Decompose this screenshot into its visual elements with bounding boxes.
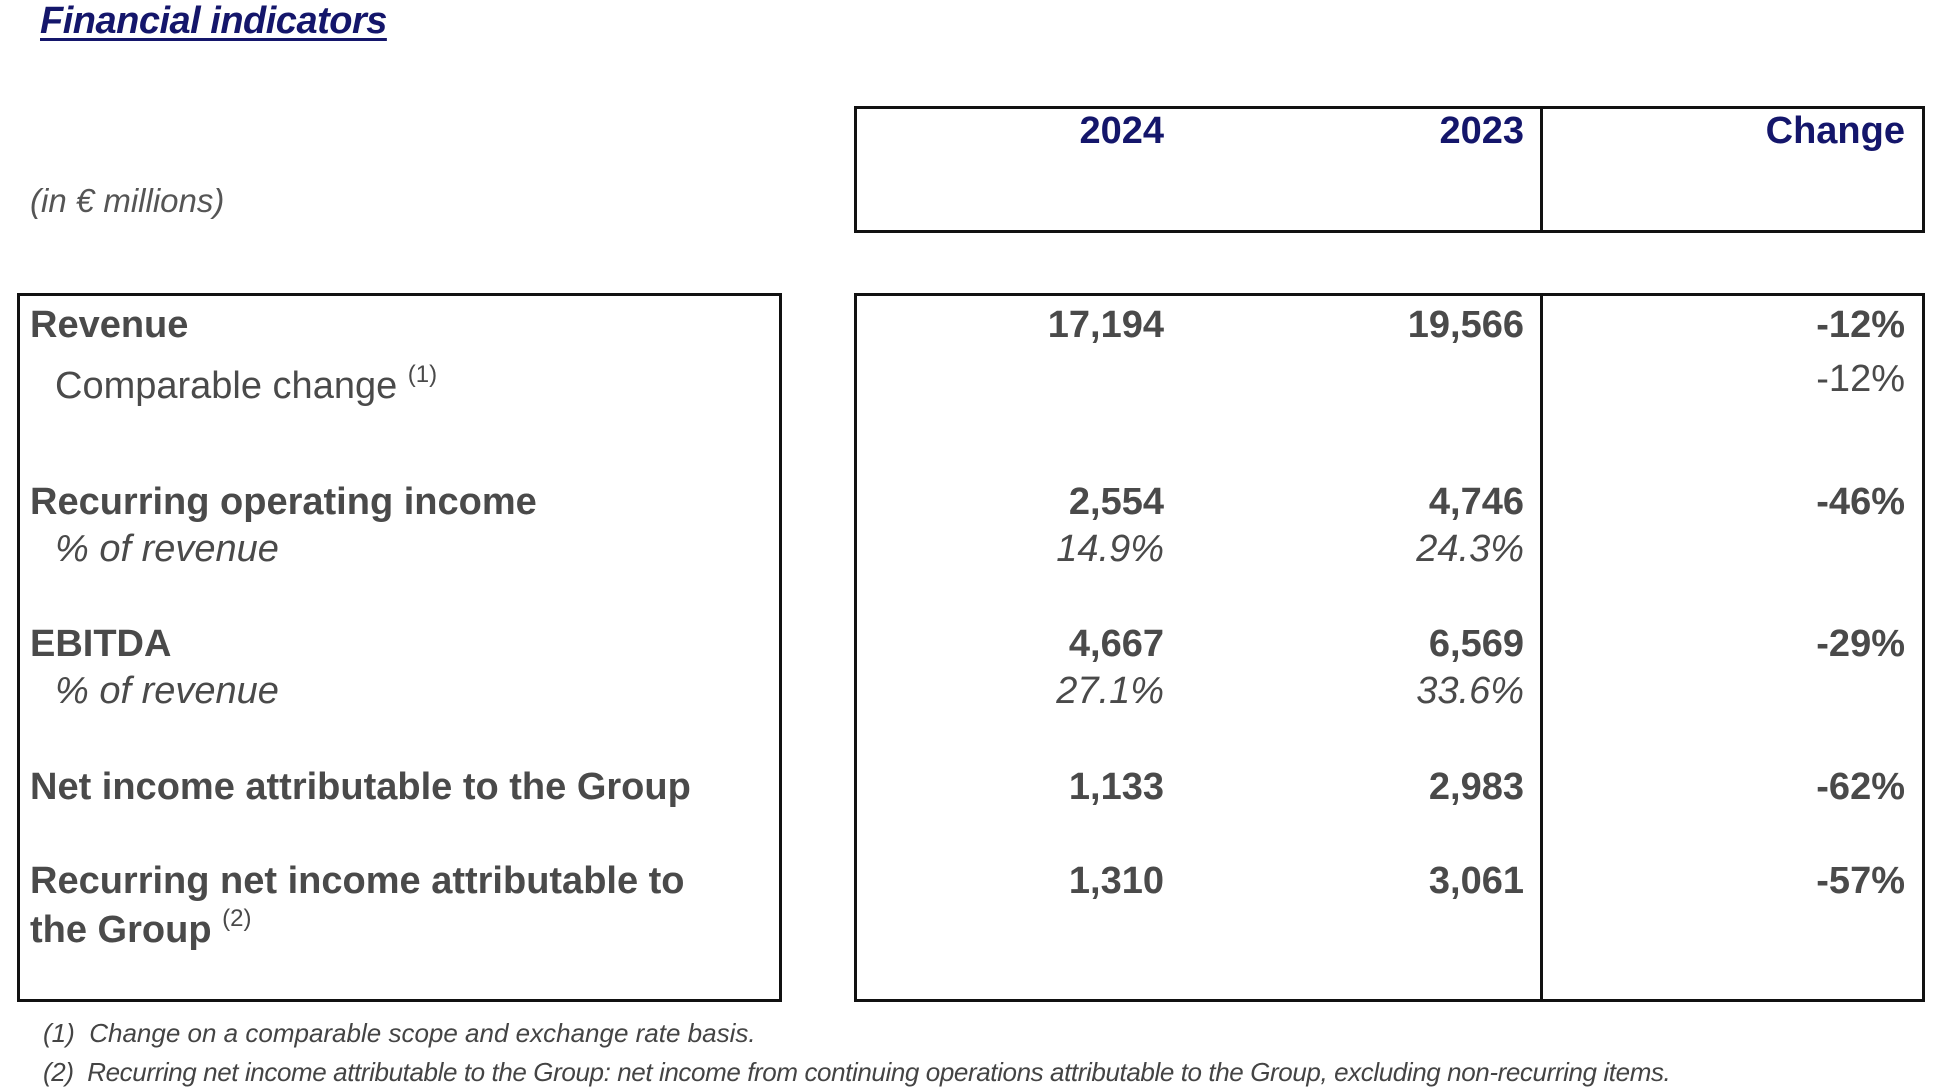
row-label-comparable-change: Comparable change (1): [55, 361, 437, 408]
ebitda-2023: 6,569: [1428, 623, 1524, 665]
row-label-recurring-operating-income: Recurring operating income: [30, 481, 537, 523]
net-income-2023: 2,983: [1428, 766, 1524, 808]
row-label-revenue: Revenue: [30, 304, 189, 346]
footnote-1-text: Change on a comparable scope and exchang…: [89, 1018, 756, 1048]
footnote-1: (1) Change on a comparable scope and exc…: [43, 1018, 756, 1049]
footnote-2: (2) Recurring net income attributable to…: [43, 1057, 1671, 1088]
revenue-2023: 19,566: [1407, 304, 1524, 346]
recurring-net-2023: 3,061: [1428, 860, 1524, 902]
revenue-change: -12%: [1816, 304, 1905, 346]
footnote-2-number: (2): [43, 1057, 74, 1087]
comparable-label: Comparable change: [55, 365, 398, 407]
footnote-1-number: (1): [43, 1018, 75, 1048]
roi-2024: 2,554: [1068, 481, 1164, 523]
section-title: Financial indicators: [40, 0, 387, 42]
comparable-change: -12%: [1816, 358, 1905, 400]
roi-change: -46%: [1816, 481, 1905, 523]
footnote-ref-1: (1): [407, 361, 438, 388]
row-label-roi-pct: % of revenue: [55, 528, 279, 570]
ebitda-pct-2023: 33.6%: [1416, 670, 1524, 712]
footnote-ref-2: (2): [222, 905, 252, 932]
header-box: [854, 106, 1925, 233]
header-2023: 2023: [1439, 110, 1524, 152]
header-change: Change: [1765, 110, 1905, 152]
recurring-net-change: -57%: [1816, 860, 1905, 902]
unit-note: (in € millions): [30, 182, 225, 219]
values-box: [854, 293, 1925, 1002]
net-income-change: -62%: [1816, 766, 1905, 808]
net-income-2024: 1,133: [1068, 766, 1164, 808]
recurring-net-label-2: the Group: [30, 909, 212, 951]
row-label-net-income: Net income attributable to the Group: [30, 766, 691, 808]
row-label-recurring-net-income: Recurring net income attributable to: [30, 860, 685, 902]
roi-pct-2024: 14.9%: [1056, 528, 1164, 570]
values-divider: [1540, 293, 1543, 1002]
roi-2023: 4,746: [1428, 481, 1524, 523]
header-divider: [1540, 106, 1543, 233]
revenue-2024: 17,194: [1047, 304, 1164, 346]
header-2024: 2024: [1079, 110, 1164, 152]
recurring-net-2024: 1,310: [1068, 860, 1164, 902]
footnote-2-text: Recurring net income attributable to the…: [87, 1057, 1671, 1087]
row-label-ebitda-pct: % of revenue: [55, 670, 279, 712]
roi-pct-2023: 24.3%: [1416, 528, 1524, 570]
labels-box: [17, 293, 782, 1002]
ebitda-2024: 4,667: [1068, 623, 1164, 665]
row-label-recurring-net-income-line2: the Group (2): [30, 905, 251, 952]
ebitda-pct-2024: 27.1%: [1056, 670, 1164, 712]
row-label-ebitda: EBITDA: [30, 623, 172, 665]
ebitda-change: -29%: [1816, 623, 1905, 665]
